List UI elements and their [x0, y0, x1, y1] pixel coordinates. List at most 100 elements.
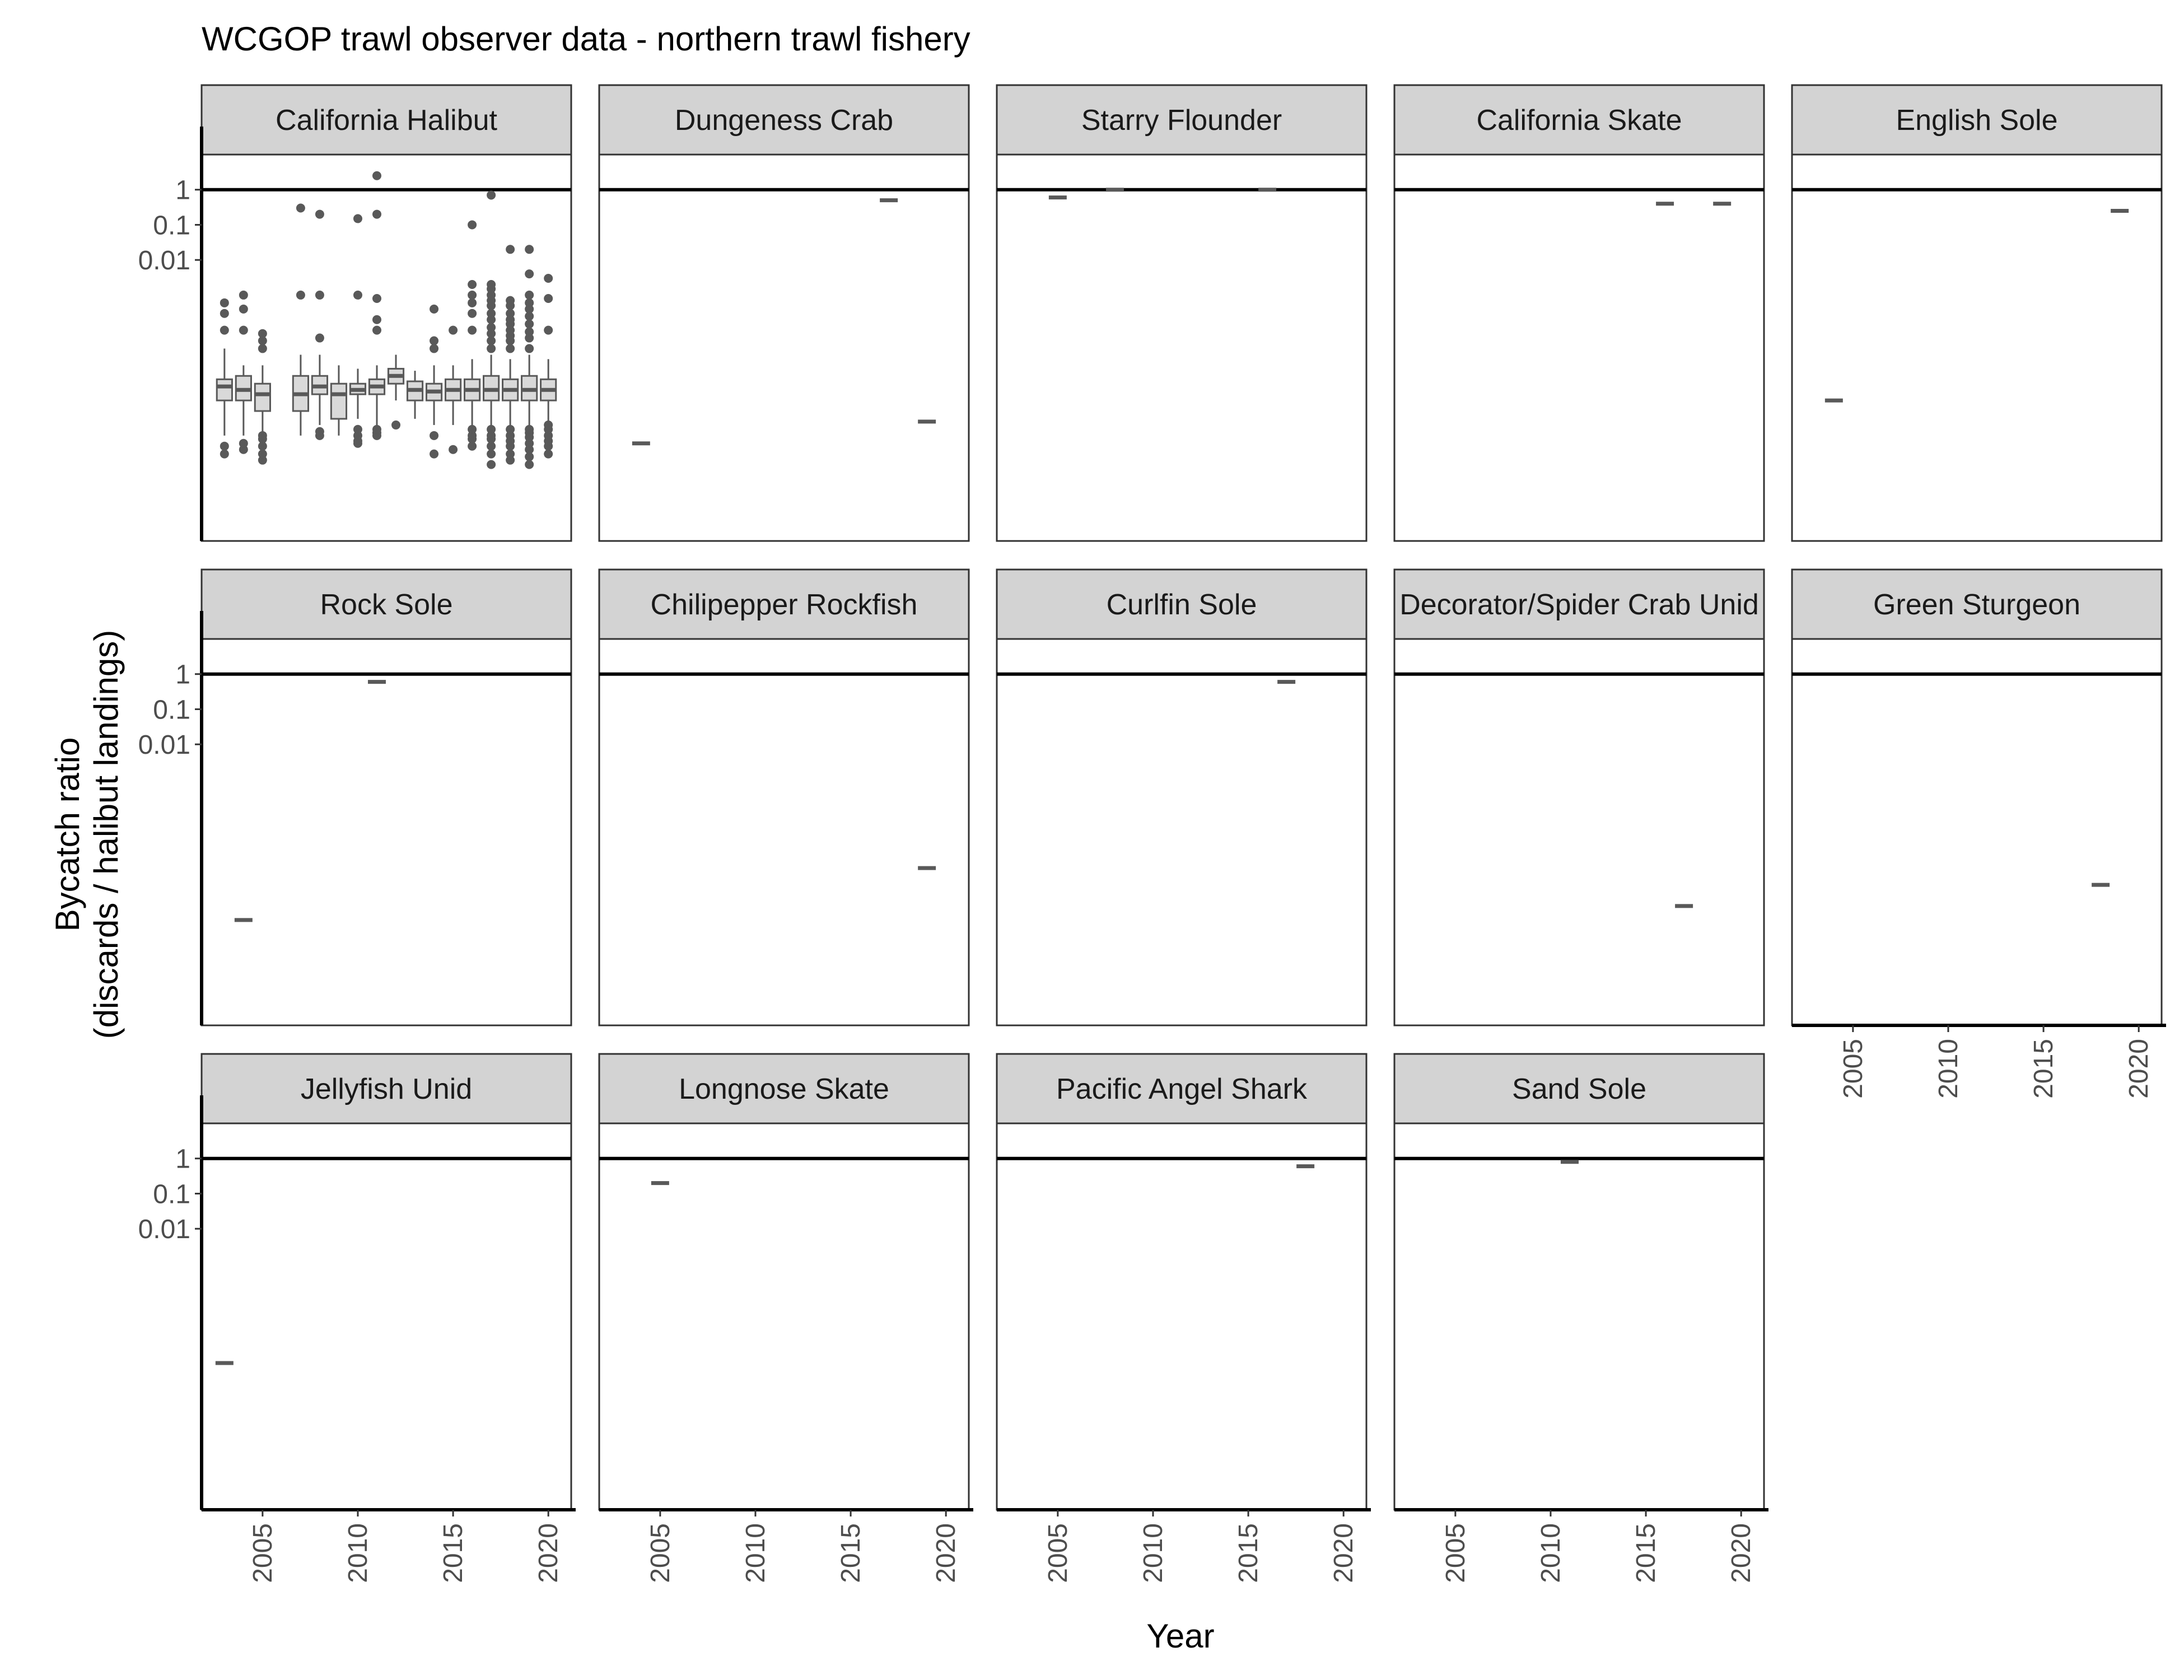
outlier-point: [449, 445, 458, 454]
outlier-point: [487, 323, 496, 332]
outlier-point: [239, 325, 248, 335]
outlier-point: [487, 190, 496, 200]
panel-background: [1393, 1122, 1765, 1511]
outlier-point: [487, 329, 496, 338]
x-tick-label: 2020: [2124, 1039, 2154, 1099]
x-tick-label: 2015: [1631, 1523, 1661, 1583]
outlier-point: [258, 344, 267, 353]
x-tick-label: 2015: [1234, 1523, 1263, 1583]
outlier-point: [296, 290, 305, 300]
y-tick-label: 1: [175, 1145, 190, 1174]
outlier-point: [487, 290, 496, 300]
y-tick-label: 0.01: [138, 730, 190, 760]
outlier-point: [239, 290, 248, 300]
facet-panels: California Halibut Dungeness Crab Starry F…: [200, 84, 2163, 1511]
outlier-point: [506, 455, 515, 465]
outlier-point: [544, 325, 553, 335]
facet-panel: Dungeness Crab: [598, 84, 970, 542]
facet-panel: Pacific Angel Shark: [996, 1053, 1368, 1511]
outlier-point: [372, 293, 381, 303]
facet-strip: [598, 568, 970, 640]
y-axis-ticks: 0.01 0.1 1 0.01 0.1 1 0.01 0.1 1: [138, 127, 203, 1510]
outlier-point: [372, 315, 381, 324]
outlier-point: [487, 315, 496, 324]
facet-strip-label: Chilipepper Rockfish: [651, 589, 918, 621]
outlier-point: [525, 245, 534, 254]
facet-strip-label: Pacific Angel Shark: [1056, 1073, 1308, 1105]
outlier-point: [525, 298, 534, 307]
x-tick-label: 2015: [438, 1523, 468, 1583]
outlier-point: [506, 344, 515, 353]
outlier-point: [372, 325, 381, 335]
y-axis-title: Bycatch ratio(discards / halibut landing…: [49, 630, 125, 1039]
panel-background: [200, 153, 572, 542]
outlier-point: [430, 344, 439, 353]
facet-panel: Longnose Skate: [598, 1053, 970, 1511]
facet-panel: English Sole: [1791, 84, 2163, 542]
outlier-point: [506, 424, 515, 434]
chart-title: WCGOP trawl observer data - northern tra…: [202, 20, 970, 58]
panel-background: [200, 638, 572, 1026]
facet-strip-label: Green Sturgeon: [1873, 589, 2080, 621]
outlier-point: [506, 449, 515, 459]
outlier-point: [220, 441, 229, 451]
facet-panel: Chilipepper Rockfish: [598, 568, 970, 1026]
facet-panel: Starry Flounder: [996, 84, 1368, 542]
outlier-point: [506, 431, 515, 440]
outlier-point: [468, 220, 477, 230]
facet-strip-label: Sand Sole: [1512, 1073, 1646, 1105]
outlier-point: [258, 336, 267, 346]
y-axis-title-line: Bycatch ratio: [49, 738, 86, 932]
outlier-point: [430, 336, 439, 346]
outlier-point: [544, 273, 553, 283]
facet-panel: California Halibut: [200, 84, 572, 542]
outlier-point: [353, 424, 362, 434]
x-tick-label: 2015: [2029, 1039, 2059, 1099]
outlier-point: [468, 431, 477, 440]
x-axis-ticks: 2005 2010 2015 2020 2005 2010 2015 2020 2005 2010…: [202, 1024, 2166, 1583]
outlier-point: [372, 424, 381, 434]
panel-background: [200, 1122, 572, 1511]
panel-background: [1393, 638, 1765, 1026]
x-tick-label: 2005: [248, 1523, 278, 1583]
x-tick-label: 2010: [741, 1523, 771, 1583]
outlier-point: [487, 449, 496, 459]
outlier-point: [220, 298, 229, 307]
outlier-point: [487, 431, 496, 440]
outlier-point: [315, 333, 324, 343]
x-tick-label: 2020: [1329, 1523, 1359, 1583]
facet-strip-label: Jellyfish Unid: [301, 1073, 472, 1105]
outlier-point: [258, 329, 267, 338]
outlier-point: [239, 304, 248, 314]
box: [330, 382, 348, 420]
outlier-point: [525, 269, 534, 279]
y-tick-label: 0.01: [138, 1215, 190, 1244]
outlier-point: [487, 424, 496, 434]
outlier-point: [239, 445, 248, 454]
y-tick-label: 0.1: [153, 1179, 190, 1209]
outlier-point: [353, 214, 362, 223]
box: [254, 382, 271, 412]
outlier-point: [468, 325, 477, 335]
y-axis-title-line: (discards / halibut landings): [87, 630, 125, 1039]
x-tick-label: 2020: [1726, 1523, 1756, 1583]
panel-background: [996, 638, 1368, 1026]
y-tick-label: 0.1: [153, 695, 190, 725]
outlier-point: [525, 344, 534, 353]
panel-background: [1791, 153, 2163, 542]
outlier-point: [525, 327, 534, 337]
facet-strip-label: Curlfin Sole: [1107, 589, 1257, 621]
x-tick-label: 2010: [1536, 1523, 1566, 1583]
outlier-point: [506, 245, 515, 254]
outlier-point: [258, 431, 267, 440]
facet-panel: Rock Sole: [200, 568, 572, 1026]
outlier-point: [468, 280, 477, 290]
facet-strip-label: Decorator/Spider Crab Unid: [1399, 589, 1759, 621]
facet-panel: Curlfin Sole: [996, 568, 1368, 1026]
facet-strip-label: California Skate: [1476, 104, 1682, 137]
panel-background: [598, 638, 970, 1026]
facet-panel: California Skate: [1393, 84, 1765, 542]
outlier-point: [525, 438, 534, 448]
panel-background: [996, 153, 1368, 542]
